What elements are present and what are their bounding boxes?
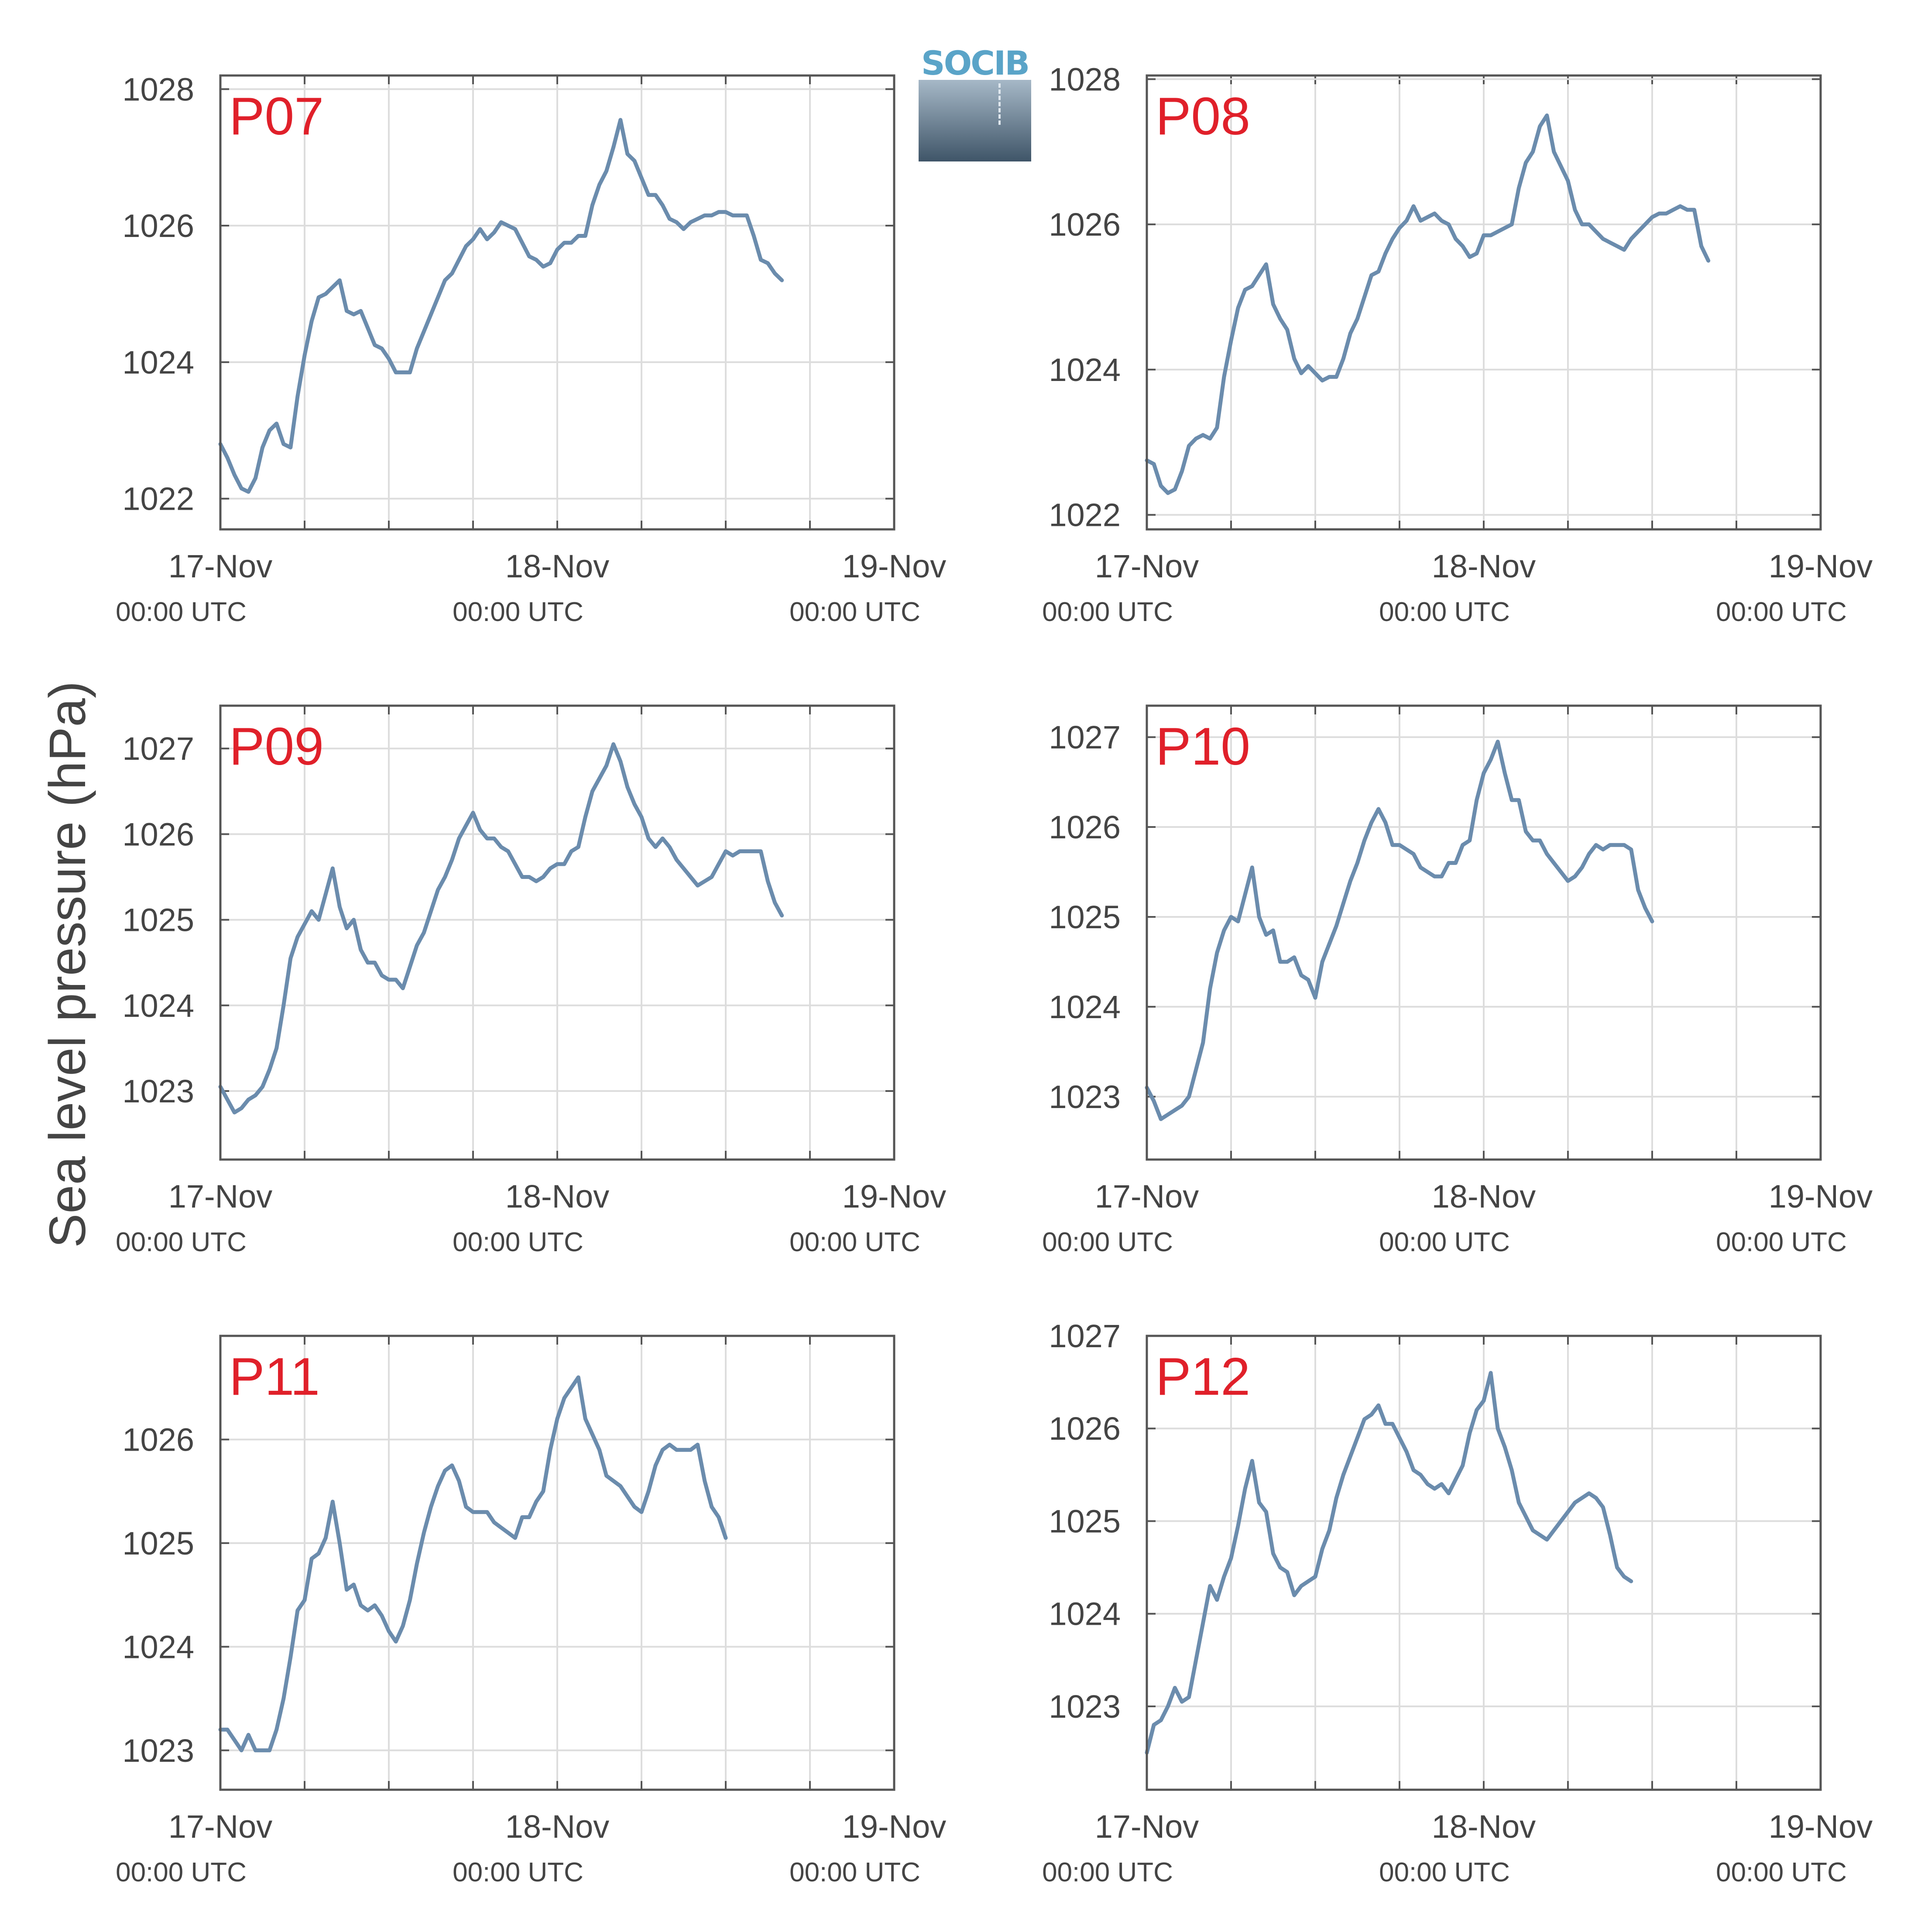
x-tick-date-label: 17-Nov xyxy=(1095,1808,1199,1845)
chart-panel-p09: 1023 1024 1025 1026 1027 17-Nov 00:00 UTC 18-No… xyxy=(116,704,947,1257)
y-tick-label: 1025 xyxy=(122,902,194,938)
chart-panel-p07: 1022 1024 1026 1028 17-Nov 00:00 UTC 18-Nov 00:… xyxy=(116,71,946,627)
x-tick-date-label: 19-Nov xyxy=(1769,1808,1873,1845)
x-tick-time-label: 00:00 UTC xyxy=(1379,1227,1510,1257)
panel-label: P07 xyxy=(229,86,324,146)
x-tick-date-label: 19-Nov xyxy=(1769,548,1873,584)
y-tick-label: 1026 xyxy=(122,1421,194,1458)
plot-frame xyxy=(219,74,895,531)
panel-label: P11 xyxy=(229,1347,320,1406)
x-tick-time-label: 00:00 UTC xyxy=(453,1227,583,1257)
x-tick-date-label: 17-Nov xyxy=(1095,548,1199,584)
y-tick-label: 1028 xyxy=(1049,61,1121,97)
chart-panel-p08: 1022 1024 1026 1028 17-Nov 00:00 UTC 18-Nov 00:… xyxy=(1042,61,1873,627)
x-tick-time-label: 00:00 UTC xyxy=(1716,597,1847,627)
chart-panel-p11: 1023 1024 1025 1026 17-Nov 00:00 UTC 18-Nov 00:… xyxy=(116,1335,947,1887)
plot-frame xyxy=(1146,704,1822,1161)
y-tick-label: 1027 xyxy=(122,731,194,767)
y-tick-label: 1024 xyxy=(122,344,194,381)
panel-label: P12 xyxy=(1156,1347,1250,1406)
y-tick-label: 1028 xyxy=(122,71,194,107)
y-tick-label: 1026 xyxy=(1049,206,1121,243)
logo-wave-box xyxy=(919,80,1031,161)
pressure-series-line xyxy=(218,742,784,1115)
socib-logo: SOCIB xyxy=(919,46,1031,161)
x-tick-time-label: 00:00 UTC xyxy=(789,1857,920,1887)
x-tick-time-label: 00:00 UTC xyxy=(453,597,583,627)
y-tick-label: 1025 xyxy=(1049,899,1121,935)
x-tick-time-label: 00:00 UTC xyxy=(1042,597,1173,627)
plot-frame xyxy=(1146,1335,1822,1791)
x-tick-date-label: 17-Nov xyxy=(168,1808,273,1845)
x-tick-date-label: 17-Nov xyxy=(168,548,273,584)
y-tick-label: 1024 xyxy=(122,1629,194,1665)
y-tick-label: 1024 xyxy=(1049,1596,1121,1632)
pressure-series-line xyxy=(218,118,784,494)
chart-panel-p12: 1023 1024 1025 1026 1027 17-Nov 00:00 UTC 18-No… xyxy=(1042,1318,1873,1887)
x-tick-date-label: 19-Nov xyxy=(842,548,947,584)
pressure-series-line xyxy=(1145,739,1654,1121)
y-tick-label: 1024 xyxy=(1049,352,1121,388)
panel-label: P10 xyxy=(1156,717,1250,776)
x-tick-time-label: 00:00 UTC xyxy=(116,1857,247,1887)
x-tick-time-label: 00:00 UTC xyxy=(1716,1857,1847,1887)
x-tick-time-label: 00:00 UTC xyxy=(1042,1857,1173,1887)
y-tick-label: 1023 xyxy=(1049,1688,1121,1725)
x-tick-time-label: 00:00 UTC xyxy=(1716,1227,1847,1257)
y-tick-label: 1023 xyxy=(122,1733,194,1769)
y-tick-label: 1026 xyxy=(122,208,194,244)
plot-frame xyxy=(219,704,895,1161)
x-tick-time-label: 00:00 UTC xyxy=(789,597,920,627)
y-tick-label: 1024 xyxy=(1049,989,1121,1025)
x-tick-time-label: 00:00 UTC xyxy=(116,597,247,627)
x-tick-time-label: 00:00 UTC xyxy=(1042,1227,1173,1257)
x-tick-date-label: 17-Nov xyxy=(168,1178,273,1215)
pressure-series-line xyxy=(1145,113,1711,495)
y-axis-label: Sea level pressure (hPa) xyxy=(39,681,96,1248)
x-tick-date-label: 19-Nov xyxy=(842,1178,947,1215)
logo-text: SOCIB xyxy=(921,44,1030,82)
x-tick-date-label: 18-Nov xyxy=(1432,1178,1536,1215)
x-tick-time-label: 00:00 UTC xyxy=(116,1227,247,1257)
logo-dashed-line xyxy=(998,83,1001,125)
y-tick-label: 1022 xyxy=(122,481,194,517)
x-tick-date-label: 19-Nov xyxy=(1769,1178,1873,1215)
plot-frame xyxy=(219,1335,895,1791)
plot-frame xyxy=(1146,74,1822,531)
x-tick-time-label: 00:00 UTC xyxy=(453,1857,583,1887)
pressure-series-line xyxy=(218,1375,728,1753)
y-tick-label: 1024 xyxy=(122,988,194,1024)
x-tick-time-label: 00:00 UTC xyxy=(1379,1857,1510,1887)
x-tick-date-label: 18-Nov xyxy=(1432,548,1536,584)
chart-panel-p10: 1023 1024 1025 1026 1027 17-Nov 00:00 UTC 18-No… xyxy=(1042,704,1873,1257)
panel-label: P08 xyxy=(1156,86,1250,146)
y-tick-label: 1022 xyxy=(1049,497,1121,533)
pressure-series-line xyxy=(1145,1371,1633,1755)
y-tick-label: 1023 xyxy=(1049,1079,1121,1115)
y-tick-label: 1025 xyxy=(1049,1503,1121,1539)
y-tick-label: 1026 xyxy=(122,816,194,852)
y-tick-label: 1027 xyxy=(1049,719,1121,755)
x-tick-time-label: 00:00 UTC xyxy=(789,1227,920,1257)
x-tick-date-label: 18-Nov xyxy=(505,1808,610,1845)
x-tick-date-label: 18-Nov xyxy=(1432,1808,1536,1845)
panel-label: P09 xyxy=(229,717,324,776)
y-tick-label: 1023 xyxy=(122,1073,194,1109)
x-tick-date-label: 18-Nov xyxy=(505,1178,610,1215)
x-tick-date-label: 18-Nov xyxy=(505,548,610,584)
x-tick-date-label: 19-Nov xyxy=(842,1808,947,1845)
y-tick-label: 1026 xyxy=(1049,1410,1121,1447)
x-tick-time-label: 00:00 UTC xyxy=(1379,597,1510,627)
y-tick-label: 1027 xyxy=(1049,1318,1121,1354)
x-tick-date-label: 17-Nov xyxy=(1095,1178,1199,1215)
y-tick-label: 1026 xyxy=(1049,809,1121,845)
y-tick-label: 1025 xyxy=(122,1525,194,1561)
